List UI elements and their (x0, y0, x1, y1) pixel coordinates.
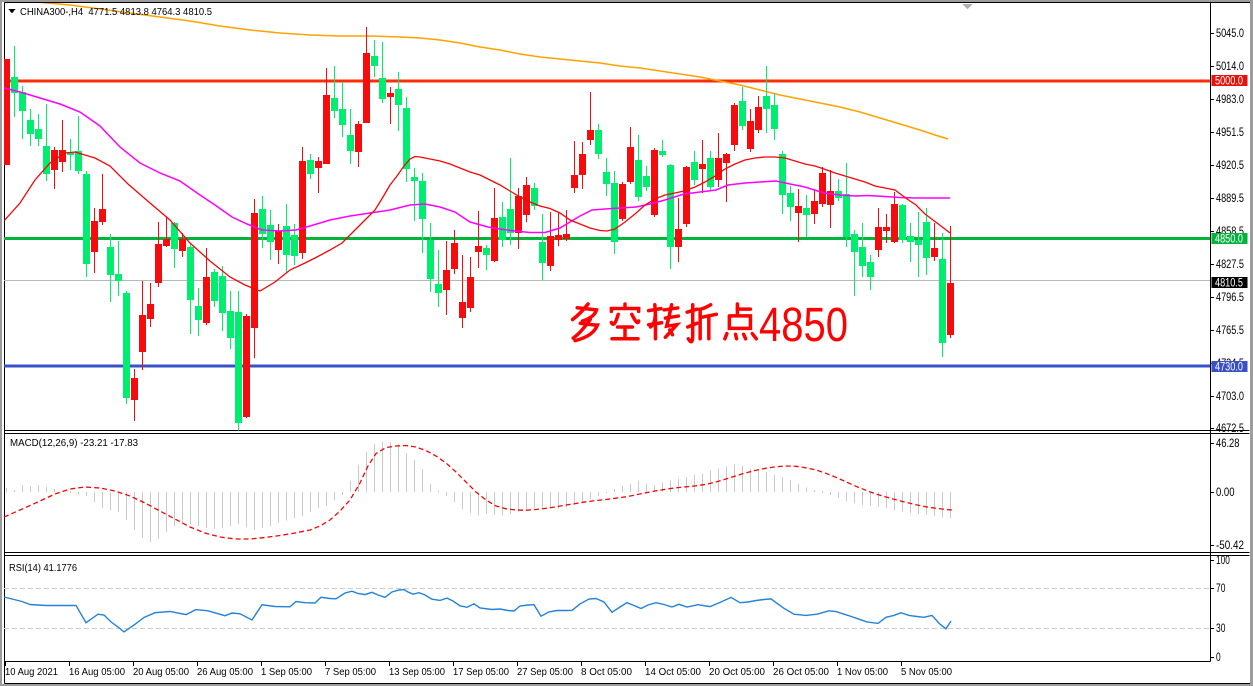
svg-text:46.28: 46.28 (1216, 438, 1240, 450)
svg-text:17 Sep 05:00: 17 Sep 05:00 (453, 667, 509, 678)
svg-text:5045.0: 5045.0 (1216, 28, 1244, 40)
svg-text:100: 100 (1216, 555, 1230, 567)
svg-text:4765.5: 4765.5 (1216, 325, 1244, 337)
svg-text:4920.5: 4920.5 (1216, 160, 1244, 172)
svg-text:4850.0: 4850.0 (1215, 233, 1243, 245)
svg-text:4796.5: 4796.5 (1216, 292, 1244, 304)
svg-text:CHINA300-,H4 4771.5 4813.8 47: CHINA300-,H4 4771.5 4813.8 4764.3 4810.5 (20, 6, 212, 18)
svg-text:5014.0: 5014.0 (1216, 61, 1244, 73)
svg-text:30: 30 (1216, 623, 1225, 635)
svg-text:13 Sep 05:00: 13 Sep 05:00 (389, 667, 445, 678)
svg-text:-50.42: -50.42 (1216, 540, 1244, 552)
svg-text:RSI(14) 41.1776: RSI(14) 41.1776 (9, 563, 77, 574)
svg-text:16 Aug 05:00: 16 Aug 05:00 (69, 667, 125, 678)
svg-text:4730.0: 4730.0 (1215, 361, 1243, 373)
svg-text:4889.5: 4889.5 (1216, 193, 1244, 205)
svg-text:5 Nov 05:00: 5 Nov 05:00 (901, 667, 952, 678)
svg-text:0.00: 0.00 (1216, 487, 1235, 499)
svg-text:7 Sep 05:00: 7 Sep 05:00 (325, 667, 376, 678)
svg-text:4703.0: 4703.0 (1216, 391, 1244, 403)
svg-text:5000.0: 5000.0 (1215, 75, 1243, 87)
svg-text:0: 0 (1216, 652, 1221, 664)
svg-text:4810.5: 4810.5 (1215, 277, 1243, 289)
svg-text:70: 70 (1216, 583, 1225, 595)
svg-text:4850: 4850 (759, 298, 848, 352)
svg-text:20 Aug 05:00: 20 Aug 05:00 (133, 667, 189, 678)
svg-text:26 Oct 05:00: 26 Oct 05:00 (773, 667, 829, 678)
svg-text:4672.5: 4672.5 (1216, 423, 1244, 435)
svg-text:10 Aug 2021: 10 Aug 2021 (5, 667, 58, 678)
svg-text:4951.5: 4951.5 (1216, 127, 1244, 139)
svg-text:27 Sep 05:00: 27 Sep 05:00 (517, 667, 573, 678)
svg-text:26 Aug 05:00: 26 Aug 05:00 (197, 667, 253, 678)
svg-text:MACD(12,26,9) -23.21 -17.83: MACD(12,26,9) -23.21 -17.83 (10, 438, 138, 449)
svg-text:4983.0: 4983.0 (1216, 94, 1244, 106)
svg-text:8 Oct 05:00: 8 Oct 05:00 (581, 667, 632, 678)
svg-text:20 Oct 05:00: 20 Oct 05:00 (709, 667, 765, 678)
svg-text:1 Sep 05:00: 1 Sep 05:00 (261, 667, 312, 678)
svg-text:14 Oct 05:00: 14 Oct 05:00 (645, 667, 701, 678)
svg-text:4827.5: 4827.5 (1216, 259, 1244, 271)
svg-text:1 Nov 05:00: 1 Nov 05:00 (837, 667, 888, 678)
